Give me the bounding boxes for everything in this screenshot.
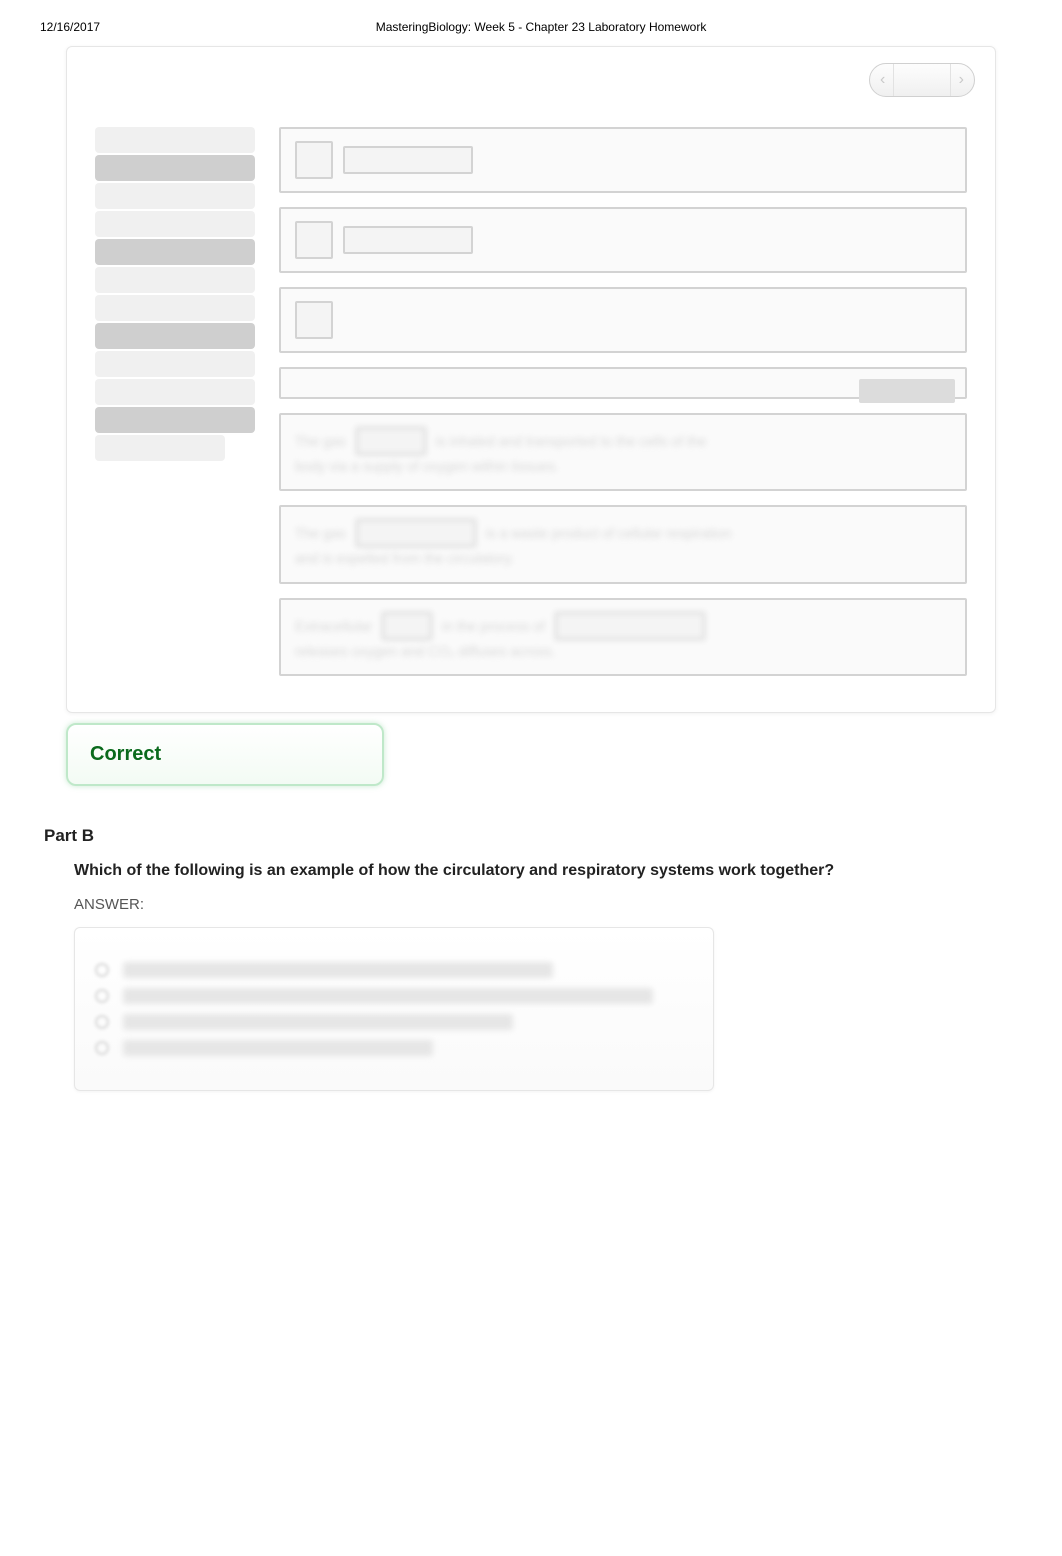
choice-text-blurred	[123, 962, 553, 978]
radio-icon[interactable]	[95, 963, 109, 977]
header-date: 12/16/2017	[40, 20, 100, 34]
blurred-text: is inhaled and transported to the cells …	[436, 430, 707, 452]
sentence-box[interactable]	[279, 367, 967, 399]
sentence-box[interactable]	[279, 127, 967, 193]
sentence-targets: The gas is inhaled and transported to th…	[279, 127, 967, 676]
radio-icon[interactable]	[95, 1015, 109, 1029]
answer-choice[interactable]	[95, 1040, 693, 1056]
term-slot[interactable]	[95, 351, 255, 377]
page-print-header: 12/16/2017 MasteringBiology: Week 5 - Ch…	[0, 0, 1062, 42]
feedback-correct: Correct	[66, 723, 384, 786]
radio-icon[interactable]	[95, 1041, 109, 1055]
drop-target[interactable]	[295, 301, 333, 339]
blurred-text: in the process of	[442, 615, 545, 637]
sentence-box[interactable]: The gas is a waste product of cellular r…	[279, 505, 967, 583]
term-slot[interactable]	[95, 267, 255, 293]
blurred-text: is a waste product of cellular respirati…	[486, 522, 732, 544]
blurred-text: Extracellular	[295, 615, 372, 637]
drop-chip[interactable]	[343, 226, 473, 254]
sentence-box[interactable]	[279, 207, 967, 273]
blurred-text: releases oxygen and CO₂ diffuses across.	[295, 640, 951, 662]
term-slot[interactable]	[95, 379, 255, 405]
term-slot[interactable]	[95, 295, 255, 321]
answer-choices	[74, 927, 714, 1091]
term-bank	[95, 127, 255, 676]
term-slot[interactable]	[95, 435, 225, 461]
drop-chip[interactable]	[382, 612, 432, 640]
pager: ‹ ›	[869, 63, 975, 97]
blurred-text: The gas	[295, 430, 346, 452]
term-slot[interactable]	[95, 239, 255, 265]
pager-next-icon[interactable]: ›	[959, 71, 964, 89]
term-slot[interactable]	[95, 155, 255, 181]
answer-choice[interactable]	[95, 1014, 693, 1030]
radio-icon[interactable]	[95, 989, 109, 1003]
term-slot[interactable]	[95, 323, 255, 349]
header-spacer	[982, 20, 1022, 34]
pager-prev-icon[interactable]: ‹	[880, 71, 885, 89]
choice-text-blurred	[123, 988, 653, 1004]
pager-reset-button[interactable]	[893, 64, 950, 96]
part-b-section: Part B Which of the following is an exam…	[44, 826, 1018, 1091]
blurred-text: body via a supply of oxygen within tissu…	[295, 455, 951, 477]
sentence-box[interactable]	[279, 287, 967, 353]
drop-chip[interactable]	[343, 146, 473, 174]
drop-chip[interactable]	[555, 612, 705, 640]
drop-chip[interactable]	[859, 379, 955, 403]
question-text: Which of the following is an example of …	[74, 862, 1018, 880]
feedback-label: Correct	[90, 743, 161, 765]
part-title: Part B	[44, 826, 1018, 846]
sentence-box[interactable]: Extracellular in the process of releases…	[279, 598, 967, 676]
term-slot[interactable]	[95, 183, 255, 209]
blurred-text: The gas	[295, 522, 346, 544]
term-slot[interactable]	[95, 127, 255, 153]
drop-chip[interactable]	[356, 427, 426, 455]
answer-label: ANSWER:	[74, 896, 1018, 913]
choice-text-blurred	[123, 1014, 513, 1030]
sentence-box[interactable]: The gas is inhaled and transported to th…	[279, 413, 967, 491]
drop-target[interactable]	[295, 141, 333, 179]
drop-chip[interactable]	[356, 519, 476, 547]
drag-drop-area: The gas is inhaled and transported to th…	[95, 127, 967, 676]
choice-text-blurred	[123, 1040, 433, 1056]
activity-card: ‹ ›	[66, 46, 996, 713]
answer-choice[interactable]	[95, 962, 693, 978]
answer-choice[interactable]	[95, 988, 693, 1004]
blurred-text: and is expelled from the circulatory.	[295, 547, 951, 569]
drop-target[interactable]	[295, 221, 333, 259]
term-slot[interactable]	[95, 407, 255, 433]
term-slot[interactable]	[95, 211, 255, 237]
header-title: MasteringBiology: Week 5 - Chapter 23 La…	[376, 20, 707, 34]
